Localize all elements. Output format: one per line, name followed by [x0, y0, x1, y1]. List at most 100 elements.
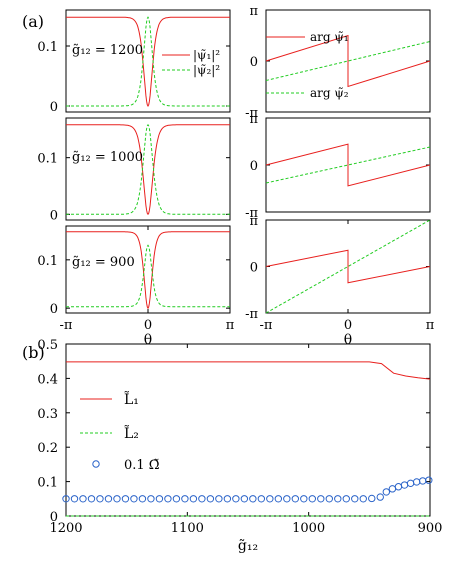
phase-panel-3: -π 0 π -π 0 π θ [245, 214, 435, 348]
L1-line [66, 361, 431, 380]
x-tick-label: 1100 [171, 521, 204, 536]
legend-omega-marker [92, 460, 100, 468]
omega-point [206, 495, 215, 503]
y-tick-label: 0.1 [37, 152, 58, 167]
y-tick-label: 0.2 [37, 441, 58, 456]
omega-point [325, 495, 333, 503]
x-tick-label: 1200 [49, 521, 82, 536]
density-panel-3: 00.1-π 0 πθ [37, 225, 235, 348]
density-panel-1: 00.1 [37, 9, 231, 115]
omega-point [382, 488, 391, 496]
legend-phase-2-label: arg ψ̃₂ [310, 86, 349, 100]
legend-density-1-label: |ψ̃₁|² [193, 48, 220, 62]
omega-point [215, 495, 223, 503]
x-tick-label: π [426, 318, 435, 333]
density-legend: |ψ̃₁|² |ψ̃₂|² [162, 48, 220, 77]
omega-point [62, 495, 70, 503]
y-tick-label: 0.4 [37, 372, 58, 387]
omega-point [257, 495, 266, 503]
y-tick-label: 0 [250, 261, 258, 276]
omega-point [291, 495, 300, 503]
density-panel-2: 00.1 [37, 117, 231, 223]
omega-point [223, 495, 232, 503]
omega-point [164, 495, 172, 503]
omega-point [79, 495, 87, 503]
omega-point [425, 476, 433, 484]
y-tick-label: 0.1 [37, 476, 58, 491]
omega-point [147, 495, 155, 503]
legend-phase-1-label: arg ψ̃₁ [310, 30, 349, 44]
x-tick-label: -π [60, 318, 73, 333]
y-tick-label: -π [245, 307, 258, 322]
omega-point [181, 495, 189, 503]
omega-point [334, 495, 342, 503]
omega-point [300, 495, 308, 503]
legend-omega-label: 0.1 Ω̃ [124, 458, 160, 473]
phase-1-line [265, 143, 431, 187]
phase-2-line [265, 146, 431, 184]
legend-L1-label: L̃₁ [124, 390, 139, 408]
x-tick-label: 0 [344, 318, 352, 333]
omega-point [359, 495, 367, 503]
omega-point [419, 477, 427, 485]
phase-2-line [265, 41, 431, 81]
y-tick-label: π [249, 4, 258, 19]
omega-point [394, 483, 403, 491]
omega-point [138, 495, 147, 503]
omega-point [406, 479, 415, 488]
y-tick-label: 0 [50, 100, 58, 115]
omega-point [274, 495, 283, 503]
legend-L2-label: L̃₂ [124, 424, 139, 442]
omega-point [412, 478, 421, 486]
y-tick-label: 0.5 [37, 338, 58, 353]
omega-point [317, 495, 325, 503]
density-panel-1-frame [65, 9, 231, 113]
y-tick-label: -π [245, 206, 258, 221]
omega-point [266, 495, 274, 503]
y-tick-label: 0.1 [37, 40, 58, 55]
phase-legend: arg ψ̃₁ arg ψ̃₂ [266, 30, 349, 100]
omega-point [172, 495, 181, 503]
x-tick-label: 0 [144, 318, 152, 333]
phase-panel-2: -π 0 π [245, 112, 431, 221]
omega-point [232, 495, 240, 503]
x-tick-label: 1000 [292, 521, 325, 536]
phase-2-line [265, 219, 431, 314]
y-tick-label: 0 [50, 510, 58, 525]
density-1-line [66, 16, 230, 107]
omega-point [113, 495, 121, 503]
annotation-g12-1200: g̃₁₂ = 1200 [72, 43, 143, 58]
omega-point [87, 495, 96, 503]
omega-point [308, 495, 317, 503]
y-tick-label: 0.3 [37, 407, 58, 422]
omega-point [189, 495, 198, 503]
phase-panel-1: -π 0 π [245, 4, 431, 121]
omega-point [400, 481, 409, 489]
density-1-line [66, 124, 230, 216]
omega-point [104, 495, 113, 503]
omega-point [240, 495, 249, 503]
density-1-line [66, 231, 230, 310]
y-tick-label: 0 [250, 159, 258, 174]
x-tick-label: 900 [418, 521, 443, 536]
omega-point [70, 495, 79, 503]
phase-1-line [265, 249, 431, 284]
y-tick-label: 0 [50, 208, 58, 223]
density-2-line [66, 123, 230, 215]
omega-point [155, 495, 164, 503]
density-panel-2-frame [65, 117, 231, 221]
omega-point [96, 495, 104, 503]
y-tick-label: π [249, 214, 258, 229]
omega-point [342, 495, 350, 503]
phase-1-line [265, 34, 431, 88]
x-tick-label: -π [260, 318, 273, 333]
x-axis-label: g̃₁₂ [238, 538, 258, 554]
omega-point [376, 493, 384, 501]
figure-label-b: (b) [22, 343, 45, 362]
omega-point [351, 495, 359, 503]
density-2-line [66, 244, 230, 308]
angular-momentum-panel: 0 0.1 0.2 0.3 0.4 0.5 1200 1100 1000 900 g̃₁₂ [37, 338, 442, 554]
y-tick-label: 0.1 [37, 254, 58, 269]
angular-momentum-legend: L̃₁ L̃₂ 0.1 Ω̃ [80, 390, 160, 473]
